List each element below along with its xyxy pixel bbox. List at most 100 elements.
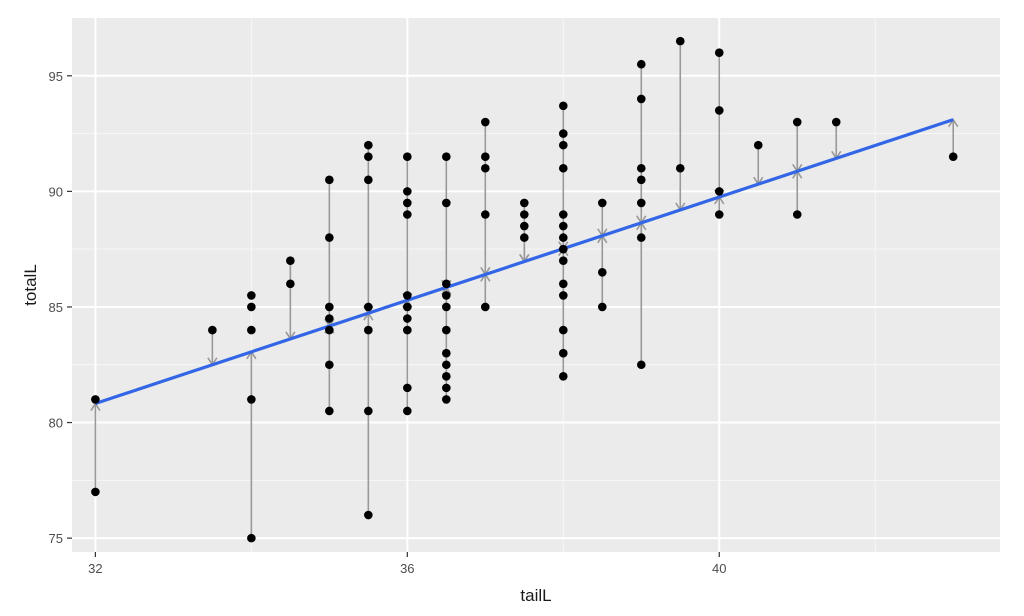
y-tick-label: 90 xyxy=(49,184,63,199)
data-point xyxy=(636,59,646,69)
data-point xyxy=(520,221,529,231)
data-point xyxy=(558,210,568,219)
regression-line-group xyxy=(94,118,954,405)
data-point xyxy=(364,140,373,150)
data-point xyxy=(558,129,568,138)
data-point xyxy=(714,210,724,219)
data-point xyxy=(403,198,412,208)
data-point xyxy=(403,152,412,162)
data-point xyxy=(948,152,958,162)
data-point xyxy=(558,348,568,358)
data-point xyxy=(792,210,802,219)
data-point xyxy=(675,163,685,173)
x-tick-label: 40 xyxy=(712,561,726,576)
data-points xyxy=(91,36,958,543)
data-point xyxy=(364,325,373,335)
data-point xyxy=(403,383,412,393)
data-point xyxy=(558,256,568,266)
data-point xyxy=(636,233,646,242)
data-point xyxy=(442,152,451,162)
data-point xyxy=(753,140,763,150)
data-point xyxy=(714,48,724,57)
data-point xyxy=(91,395,100,404)
data-point xyxy=(247,291,256,300)
data-point xyxy=(636,94,646,104)
major-gridlines xyxy=(72,18,1000,552)
data-point xyxy=(597,267,607,277)
data-point xyxy=(442,302,451,312)
data-point xyxy=(636,163,646,173)
data-point xyxy=(403,406,412,416)
data-point xyxy=(714,106,724,115)
data-point xyxy=(364,152,373,162)
data-point xyxy=(403,325,412,335)
data-point xyxy=(442,372,451,381)
data-point xyxy=(442,348,451,358)
x-axis-title: tailL xyxy=(520,586,551,605)
data-point xyxy=(325,406,334,416)
x-axis-ticks: 32 36 40 xyxy=(88,552,726,576)
regression-line xyxy=(94,118,954,405)
y-tick-label: 80 xyxy=(49,416,63,431)
data-point xyxy=(286,256,295,266)
data-point xyxy=(364,406,373,416)
y-tick-label: 85 xyxy=(49,300,63,315)
data-point xyxy=(558,279,568,289)
data-point xyxy=(520,198,529,208)
panel-background xyxy=(72,18,1000,552)
data-point xyxy=(597,302,607,312)
data-point xyxy=(597,198,607,208)
data-point xyxy=(558,372,568,381)
data-point xyxy=(403,291,412,300)
data-point xyxy=(675,36,685,46)
x-tick-label: 32 xyxy=(88,561,102,576)
data-point xyxy=(247,325,256,335)
data-point xyxy=(208,325,217,335)
data-point xyxy=(442,198,451,208)
data-point xyxy=(403,210,412,219)
data-point xyxy=(558,233,568,242)
y-tick-label: 75 xyxy=(49,531,63,546)
data-point xyxy=(481,210,490,219)
data-point xyxy=(325,233,334,242)
data-point xyxy=(442,383,451,393)
data-point xyxy=(831,117,841,127)
y-tick-label: 95 xyxy=(49,69,63,84)
data-point xyxy=(481,302,490,312)
data-point xyxy=(558,101,568,111)
data-point xyxy=(636,175,646,185)
data-point xyxy=(442,325,451,335)
data-point xyxy=(403,302,412,312)
data-point xyxy=(403,187,412,196)
data-point xyxy=(247,302,256,312)
data-point xyxy=(325,325,334,335)
data-point xyxy=(364,510,373,520)
data-point xyxy=(442,291,451,300)
y-axis-ticks: 75 80 85 90 95 xyxy=(49,69,72,546)
data-point xyxy=(403,314,412,323)
data-point xyxy=(325,302,334,312)
data-point xyxy=(520,233,529,242)
data-point xyxy=(520,210,529,219)
data-point xyxy=(558,244,568,254)
data-point xyxy=(364,175,373,185)
data-point xyxy=(91,487,100,497)
data-point xyxy=(558,140,568,150)
data-point xyxy=(325,360,334,370)
data-point xyxy=(558,325,568,335)
data-point xyxy=(636,198,646,208)
data-point xyxy=(247,533,256,543)
data-point xyxy=(442,395,451,404)
data-point xyxy=(325,175,334,185)
data-point xyxy=(636,360,646,370)
data-point xyxy=(792,117,802,127)
data-point xyxy=(442,279,451,289)
data-point xyxy=(325,314,334,323)
data-point xyxy=(558,221,568,231)
data-point xyxy=(558,291,568,300)
data-point xyxy=(364,302,373,312)
data-point xyxy=(481,152,490,162)
data-point xyxy=(558,163,568,173)
data-point xyxy=(247,395,256,404)
